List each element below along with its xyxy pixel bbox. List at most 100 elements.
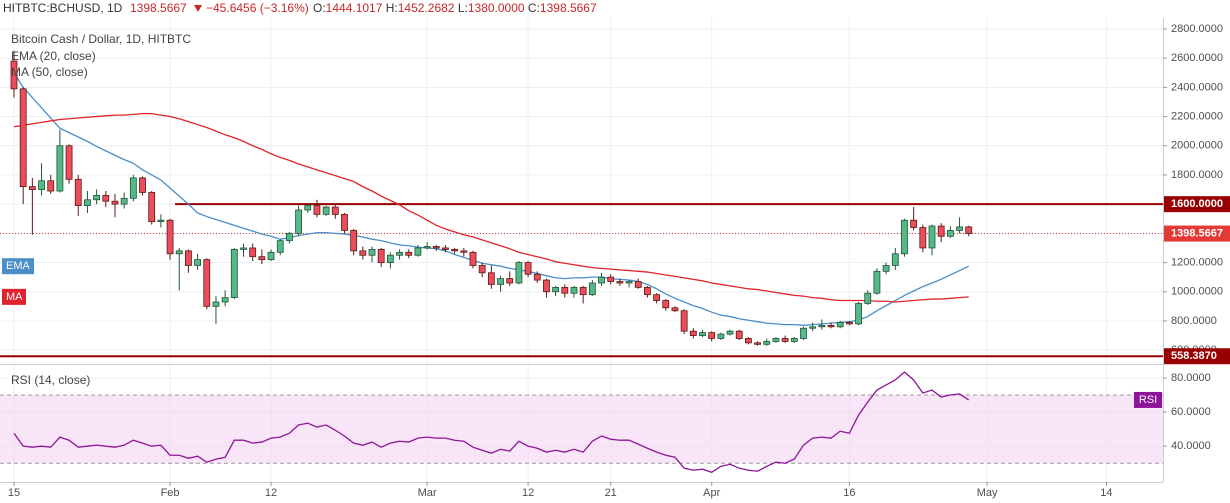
candle-body	[671, 307, 679, 312]
price-label: 558.3870	[1171, 350, 1217, 362]
price-label: 1398.5667	[1171, 227, 1223, 239]
candle-body	[506, 278, 514, 284]
candle-body	[735, 330, 743, 339]
y-tick-label: 40.0000	[1171, 440, 1211, 452]
candle-body	[809, 326, 817, 329]
candle-body	[579, 286, 587, 296]
candle-body	[901, 219, 908, 255]
candle-body	[818, 324, 826, 328]
series-tag: MA	[6, 291, 23, 303]
x-tick-label: 12	[522, 487, 534, 499]
candle-body	[836, 322, 844, 328]
legend-entry: EMA (20, close)	[11, 49, 96, 63]
candle-body	[405, 251, 413, 256]
y-tick-label: 1000.0000	[1171, 286, 1223, 298]
candle-body	[359, 250, 367, 256]
price-label-box	[1164, 348, 1230, 365]
ohlc-key: H:	[386, 1, 398, 15]
candle-body	[946, 230, 954, 237]
ohlc-key: L:	[458, 1, 468, 15]
ohlc-value: 1380.0000	[468, 1, 525, 15]
candle-body	[111, 200, 119, 205]
down-arrow	[194, 5, 202, 12]
y-tick-label: 2400.0000	[1171, 81, 1223, 93]
candle-body	[469, 251, 477, 266]
indicator-line	[13, 72, 969, 326]
candle-body	[588, 282, 596, 296]
candle-body	[937, 225, 945, 237]
candle-body	[625, 281, 633, 284]
series-tag-box	[1134, 391, 1162, 408]
candle-body	[19, 88, 27, 188]
candle-body	[148, 192, 156, 223]
price-label-box	[1164, 196, 1230, 213]
candle-body	[267, 251, 275, 261]
candle-body	[717, 333, 725, 339]
y-tick-label: 1200.0000	[1171, 256, 1223, 268]
candle-body	[377, 249, 385, 263]
candle-body	[212, 301, 220, 307]
candle-body	[74, 178, 82, 207]
candle-body	[84, 199, 91, 207]
candle-body	[221, 297, 229, 303]
candle-body	[478, 265, 486, 274]
candle-body	[726, 330, 734, 335]
candle-body	[285, 232, 293, 242]
indicator-line	[13, 112, 969, 303]
candle-body	[120, 197, 128, 205]
x-tick-label: 12	[265, 487, 277, 499]
series-tag-box	[2, 258, 34, 275]
x-tick-label: 15	[8, 487, 20, 499]
y-tick-label: 2200.0000	[1171, 110, 1223, 122]
candle-body	[855, 303, 862, 325]
y-tick-label: 1800.0000	[1171, 169, 1223, 181]
candle-body	[157, 219, 165, 223]
candle-body	[745, 338, 752, 344]
candle-body	[827, 324, 835, 328]
candle-body	[910, 219, 918, 228]
candle-body	[47, 180, 55, 192]
candle-body	[864, 292, 872, 304]
candle-body	[194, 259, 202, 266]
tag-layer: EMA MA	[2, 258, 34, 305]
candle-body	[965, 226, 973, 234]
candle-body	[432, 246, 440, 249]
candle-body	[708, 332, 716, 339]
candle-body	[644, 286, 651, 296]
candle-body	[487, 272, 495, 285]
candle-body	[928, 225, 936, 249]
ohlc-value: 1398.5667	[540, 1, 597, 15]
ohlc-key: C:	[528, 1, 540, 15]
rsi-line	[13, 371, 970, 473]
rsi-panel	[0, 371, 1163, 473]
candle-body	[175, 250, 183, 255]
candle-body	[699, 332, 706, 336]
rsi-band	[0, 395, 1163, 464]
price-label-box	[1164, 225, 1230, 242]
candle-body	[561, 286, 569, 294]
candle-body	[790, 338, 798, 342]
candle-body	[451, 249, 459, 252]
candle-body	[396, 251, 403, 256]
candle-body	[139, 177, 146, 193]
axis-layer: 15 Feb 12 Mar 12 21 Apr 16 May 14 2800.0000 2600.00…	[8, 23, 1230, 499]
x-tick-label: Mar	[418, 487, 437, 499]
candle-body	[313, 205, 321, 215]
x-tick-label: 14	[1100, 487, 1112, 499]
candle-body	[653, 294, 660, 301]
candle-body	[203, 259, 211, 307]
candle-body	[304, 205, 312, 211]
candle-body	[524, 262, 532, 275]
ohlc-value: 1444.1017	[326, 1, 383, 15]
candle-body	[533, 273, 541, 281]
candle-body	[331, 206, 339, 215]
candle-body	[249, 247, 257, 258]
y-tick-label: 800.0000	[1171, 315, 1217, 327]
candle-body	[800, 327, 807, 339]
y-tick-label: 2000.0000	[1171, 140, 1223, 152]
candle-body	[607, 276, 615, 282]
candle-body	[129, 177, 137, 199]
candle-body	[423, 246, 431, 249]
candle-body	[772, 338, 780, 342]
